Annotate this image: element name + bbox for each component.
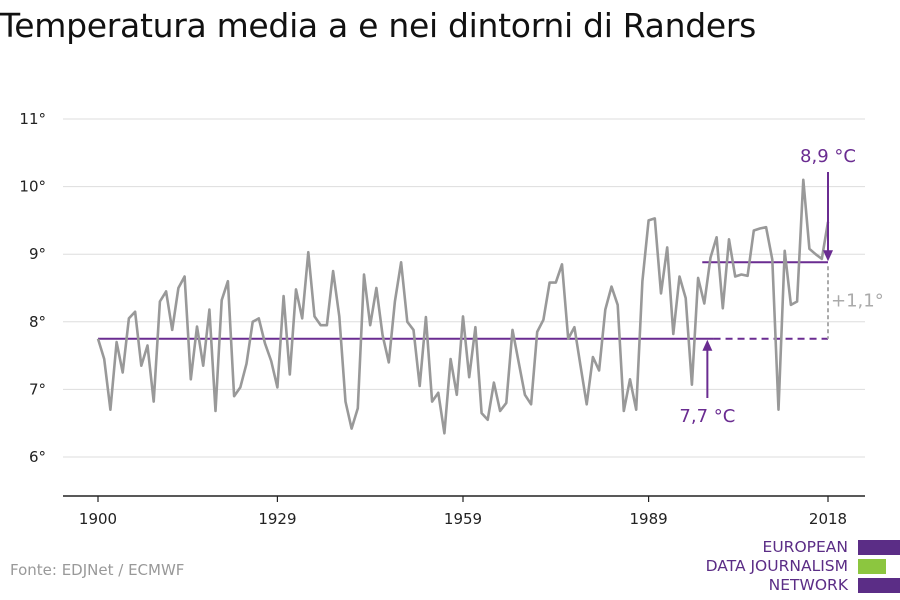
x-tick-label: 2018 [809, 510, 847, 528]
reference-lines [98, 261, 828, 340]
logo-bar-middle [858, 559, 886, 574]
x-tick-label: 1900 [79, 510, 117, 528]
logo-bar-bottom [858, 578, 900, 593]
y-tick-label: 7° [29, 380, 46, 398]
y-axis-ticks: 6° 7° 8° 9° 10° 11° [19, 110, 46, 466]
edjnet-logo: EUROPEAN DATA JOURNALISM NETWORK [700, 538, 900, 600]
logo-line-3: NETWORK [768, 576, 848, 594]
x-axis-ticks: 1900 1929 1959 1989 2018 [79, 496, 847, 528]
y-tick-label: 10° [19, 178, 46, 196]
temperature-series-line [96, 178, 830, 435]
y-tick-label: 9° [29, 245, 46, 263]
difference-label: +1,1° [831, 291, 884, 312]
baseline-arrow-head [702, 339, 713, 351]
annotations: +1,1° 7,7 °C 8,9 °C [679, 146, 883, 427]
source-credit: Fonte: EDJNet / ECMWF [10, 561, 185, 579]
x-tick-label: 1989 [629, 510, 667, 528]
logo-bar-top [858, 540, 900, 555]
x-tick-label: 1929 [258, 510, 296, 528]
y-tick-label: 11° [19, 110, 46, 128]
x-tick-label: 1959 [444, 510, 482, 528]
y-tick-label: 8° [29, 313, 46, 331]
chart-title: Temperatura media a e nei dintorni di Ra… [0, 6, 757, 45]
logo-line-2: DATA JOURNALISM [705, 557, 848, 575]
baseline-label: 7,7 °C [679, 406, 735, 427]
logo-line-1: EUROPEAN [762, 538, 848, 556]
y-tick-label: 6° [29, 448, 46, 466]
recent-mean-label: 8,9 °C [800, 146, 856, 167]
grid-lines [63, 118, 865, 458]
recent-arrow-head [823, 250, 833, 262]
